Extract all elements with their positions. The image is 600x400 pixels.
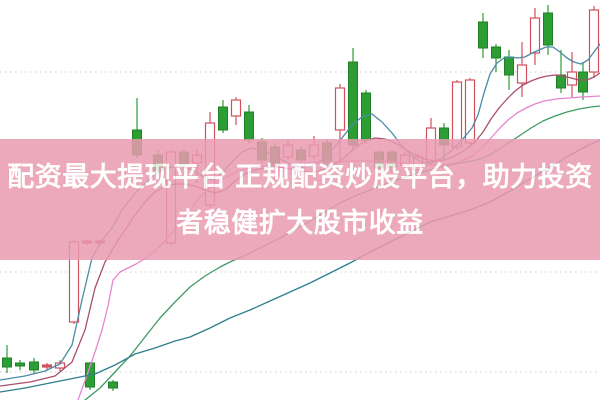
ma-crimson <box>0 72 600 387</box>
ma-teal <box>0 43 600 381</box>
ma-green <box>84 105 600 400</box>
